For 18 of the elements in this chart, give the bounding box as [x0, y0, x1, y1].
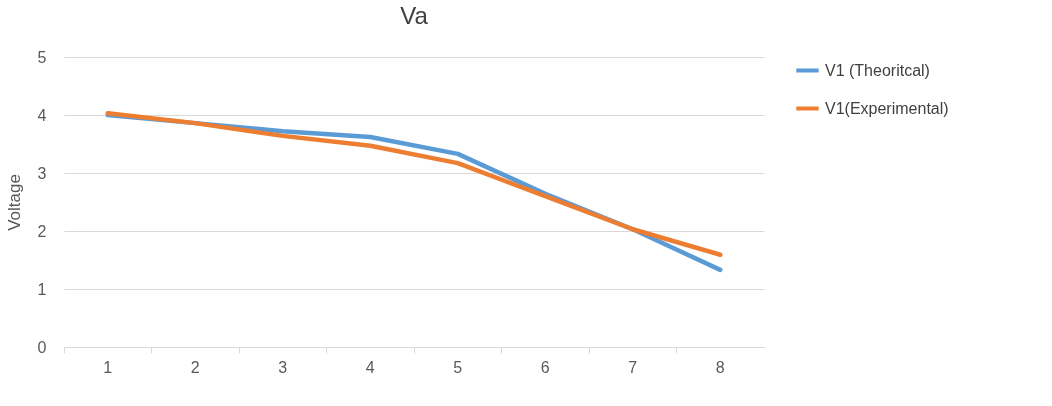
legend-label: V1 (Theoritcal): [825, 61, 930, 79]
x-tick-label: 3: [278, 358, 288, 376]
y-tick-label: 4: [37, 106, 47, 124]
y-tick-label: 3: [37, 164, 47, 182]
x-tick-label: 6: [540, 358, 550, 376]
y-tick-label: 5: [37, 48, 47, 66]
x-tick-label: 1: [103, 358, 113, 376]
legend-label: V1(Experimental): [825, 99, 949, 117]
x-tick-label: 4: [365, 358, 375, 376]
y-tick-label: 1: [37, 280, 47, 298]
y-tick-label: 2: [37, 222, 47, 240]
y-tick-label: 0: [37, 338, 47, 356]
chart-title: Va: [400, 2, 429, 29]
y-axis-title: Voltage: [4, 174, 24, 231]
x-tick-label: 2: [190, 358, 200, 376]
x-tick-label: 8: [715, 358, 725, 376]
x-tick-label: 5: [453, 358, 463, 376]
x-tick-label: 7: [628, 358, 638, 376]
